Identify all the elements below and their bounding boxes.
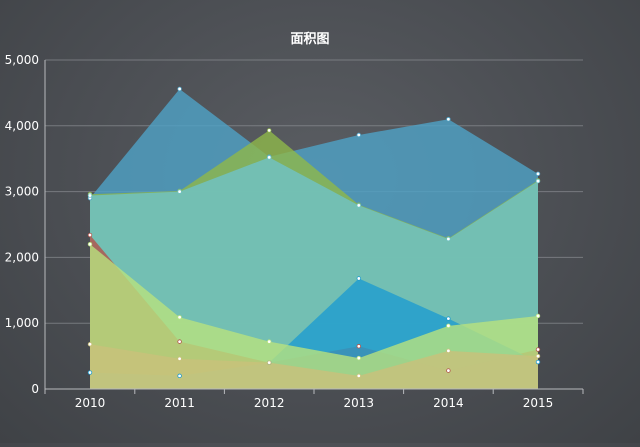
data-point <box>267 128 272 133</box>
data-point <box>87 342 93 347</box>
data-point <box>535 171 541 177</box>
data-point <box>267 155 272 160</box>
y-tick-label: 2,000 <box>5 250 39 264</box>
data-point <box>356 344 361 349</box>
data-point <box>535 313 541 319</box>
x-tick-label: 2012 <box>254 396 285 410</box>
y-tick-label: 3,000 <box>5 185 39 199</box>
x-tick-label: 2013 <box>344 396 375 410</box>
data-point <box>446 323 451 329</box>
x-tick-label: 2014 <box>433 396 464 410</box>
y-tick-label: 0 <box>31 382 39 396</box>
chart-title: 面积图 <box>290 31 329 47</box>
data-point <box>177 86 182 92</box>
data-points <box>87 86 541 379</box>
data-point <box>446 236 451 242</box>
data-point <box>356 373 361 379</box>
data-point <box>535 353 541 359</box>
x-tick-label: 2010 <box>75 396 106 410</box>
data-point <box>535 359 541 365</box>
y-tick-label: 5,000 <box>5 53 39 67</box>
data-point <box>177 315 182 320</box>
data-point <box>446 316 451 321</box>
data-point <box>356 276 361 281</box>
data-point <box>535 178 541 184</box>
data-point <box>177 339 182 344</box>
y-tick-label: 4,000 <box>5 119 39 133</box>
data-point <box>267 339 272 344</box>
data-point <box>177 373 182 379</box>
x-tick-label: 2011 <box>164 396 195 410</box>
data-point <box>356 132 361 138</box>
data-point <box>267 360 272 365</box>
data-point <box>446 348 451 354</box>
x-tick-label: 2015 <box>523 396 554 410</box>
series-area <box>90 244 538 389</box>
data-point <box>87 242 93 247</box>
data-point <box>87 370 93 375</box>
data-point <box>446 368 451 373</box>
y-tick-label: 1,000 <box>5 316 39 330</box>
data-point <box>535 347 541 352</box>
data-point <box>356 355 361 361</box>
axes: 0 1,000 2,000 3,000 4,000 5,000 2010 2011 2012 20… <box>5 53 584 410</box>
series-area <box>90 344 538 389</box>
data-point <box>356 203 361 208</box>
data-point <box>446 117 451 122</box>
data-point <box>177 356 182 361</box>
data-point <box>87 193 93 198</box>
data-point <box>87 232 93 238</box>
data-point <box>177 189 182 194</box>
area-series <box>90 88 538 390</box>
